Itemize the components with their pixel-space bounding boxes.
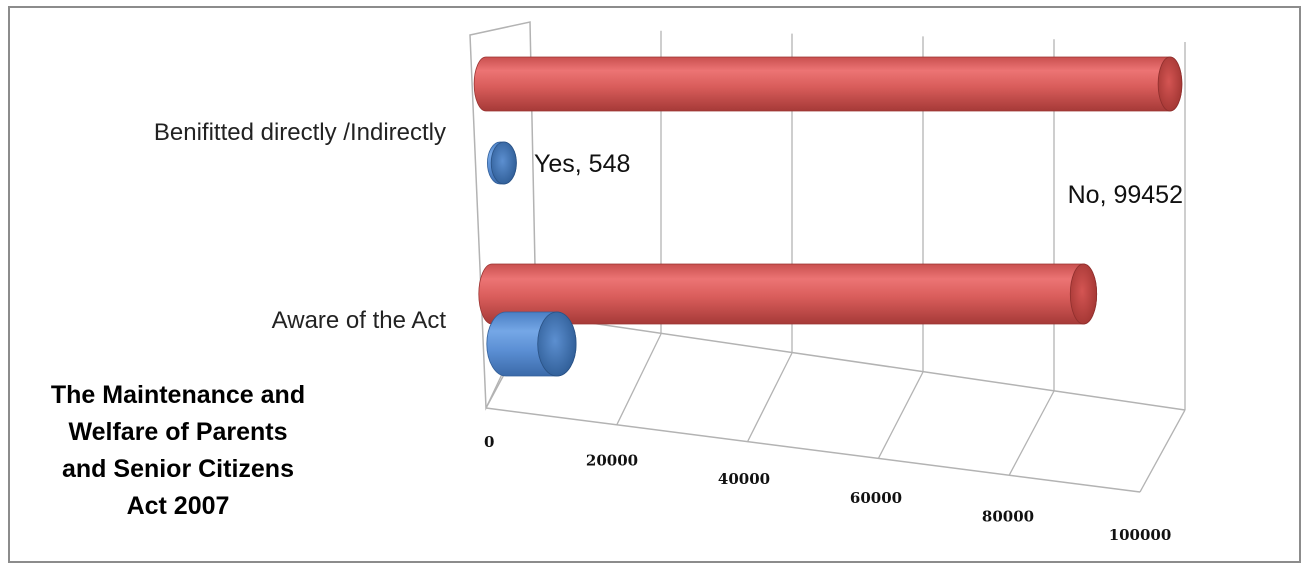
data-label-no: No, 99452 <box>1068 181 1183 209</box>
gridline-floor <box>747 352 793 442</box>
x-tick-label: 80000 <box>982 507 1034 525</box>
category-label: Aware of the Act <box>272 307 447 334</box>
data-label-yes: Yes, 548 <box>534 150 630 178</box>
title-line: The Maintenance and <box>50 381 306 409</box>
x-tick-label: 40000 <box>718 470 770 488</box>
gridline-floor <box>877 371 924 459</box>
chart-title: The Maintenance and Welfare of Parents a… <box>18 377 338 525</box>
bars <box>473 56 1183 377</box>
title-line: Welfare of Parents <box>68 418 288 446</box>
gridline-floor <box>616 333 662 426</box>
category-label: Benifitted directly /Indirectly <box>154 119 446 146</box>
bar-yes-aware-of-the-act <box>486 311 577 377</box>
floor-back-edge <box>535 314 1186 411</box>
gridline-floor <box>1008 390 1055 476</box>
title-line: and Senior Citizens <box>62 455 294 483</box>
x-axis-tick-labels: 0 20000 40000 60000 80000 100000 <box>484 433 1171 544</box>
data-labels: Yes, 548 No, 99452 <box>534 150 1183 209</box>
category-labels: Benifitted directly /Indirectly Aware of … <box>154 119 446 334</box>
bar-no-aware-of-the-act <box>478 263 1098 325</box>
bar-no-benifitted <box>473 56 1183 112</box>
x-tick-label: 20000 <box>586 452 638 470</box>
floor-front-edge <box>485 407 1141 493</box>
x-tick-label: 100000 <box>1109 526 1172 544</box>
x-tick-label: 0 <box>484 433 494 451</box>
gridline-floor <box>1139 409 1186 493</box>
title-line: Act 2007 <box>126 492 230 520</box>
x-tick-label: 60000 <box>850 489 902 507</box>
bar-yes-benifitted <box>487 141 517 185</box>
